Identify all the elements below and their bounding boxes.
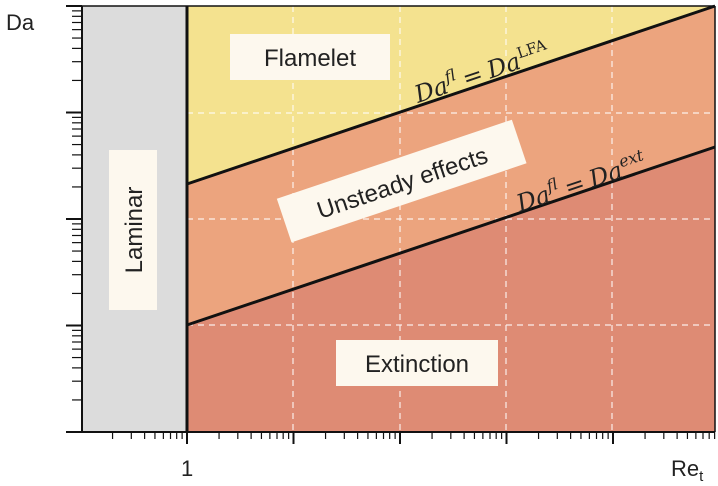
x-axis-ticks <box>111 432 716 444</box>
flamelet-label-box <box>230 34 390 80</box>
x-tick-label-1: 1 <box>181 456 193 481</box>
extinction-label: Extinction <box>365 351 469 378</box>
x-axis-label-sub: t <box>699 468 704 485</box>
lfa-boundary-line <box>186 4 716 186</box>
laminar-label-box <box>109 150 157 310</box>
y-axis-ticks <box>66 5 82 433</box>
unsteady-label-box <box>276 119 527 243</box>
x-axis-label: Ret <box>671 456 704 485</box>
flamelet-label: Flamelet <box>264 45 356 72</box>
x-axis-label-main: Re <box>671 456 699 481</box>
y-axis-label: Da <box>6 10 35 35</box>
ext-boundary-line <box>186 145 716 327</box>
laminar-label: Laminar <box>121 187 148 274</box>
extinction-label-box <box>336 340 498 386</box>
